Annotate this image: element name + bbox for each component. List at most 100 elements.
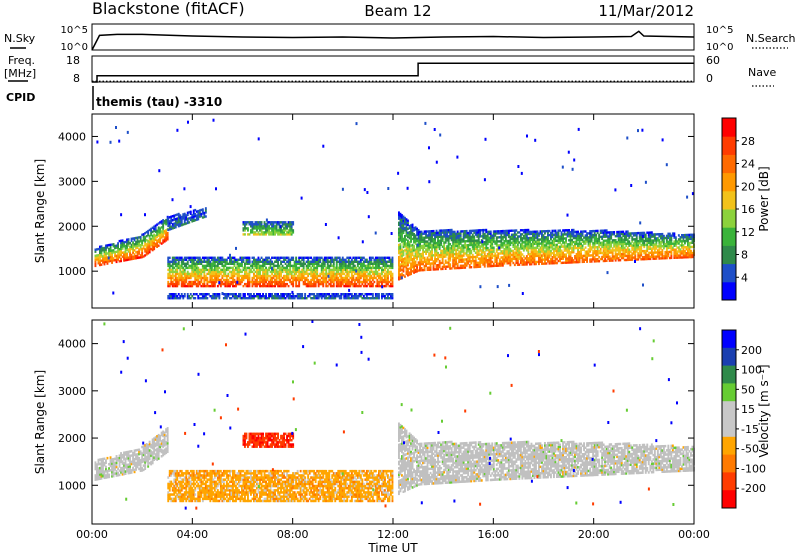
scatter-cell [343,276,346,280]
scatter-cell [239,282,242,286]
scatter-cell [320,266,323,270]
scatter-cell [141,253,144,257]
scatter-cell [96,258,98,261]
scatter-cell [367,293,370,296]
scatter-cell [331,256,334,259]
scatter-cell [334,297,337,300]
scatter-cell [168,256,171,259]
scatter-cell [346,270,349,274]
scatter-cell [301,268,304,272]
scatter-cell [301,276,304,280]
scatter-cell [271,272,273,276]
scatter-cell [271,260,273,263]
scatter-cell [148,242,151,246]
scatter-cell [180,284,183,288]
scatter-cell [365,284,368,288]
scatter-cell [349,297,352,300]
scatter-cell [225,268,228,272]
scatter-cell [346,297,349,300]
scatter-cell [224,270,227,274]
scatter-cell [329,264,332,268]
scatter-cell [399,251,402,254]
scatter-cell [298,282,301,286]
scatter-cell [311,293,314,296]
scatter-cell [387,282,389,286]
scatter-cell [260,284,263,288]
scatter-cell [253,231,255,234]
scatter-cell [332,293,335,296]
scatter-cell [266,276,269,280]
scatter-cell [262,260,264,263]
scatter-cell [346,278,349,282]
scatter-cell [368,264,371,268]
scatter-cell [317,264,320,268]
scatter-cell [263,276,266,280]
scatter-cell [331,295,334,298]
scatter-cell [106,260,109,263]
scatter-cell [247,280,249,284]
scatter-cell [151,246,154,250]
scatter-cell [173,297,176,300]
scatter-cell [232,276,234,280]
scatter-cell [298,258,301,261]
scatter-cell [311,260,314,263]
scatter-cell [338,258,341,261]
scatter-cell [197,276,200,280]
scatter-cell [225,278,228,282]
scatter-cell [370,284,373,288]
scatter-cell [238,264,240,268]
scatter-cell [224,262,227,265]
scatter-cell [153,239,156,243]
scatter-cell [139,254,142,257]
scatter-cell [299,278,302,282]
scatter-cell [232,268,234,272]
scatter-cell [236,295,239,298]
scatter-cell [124,248,127,252]
scatter-cell [210,278,213,282]
scatter-cell [361,282,364,286]
scatter-cell [148,238,151,242]
scatter-cell [257,268,260,272]
scatter-cell [105,248,107,251]
scatter-cell [254,221,257,224]
scatter-cell [163,230,166,233]
scatter-cell [177,218,180,222]
scatter-cell [235,268,237,272]
scatter-cell [262,266,264,270]
scatter-cell [340,272,343,276]
scatter-cell [167,272,170,276]
scatter-cell [215,278,218,282]
scatter-cell [335,262,338,265]
scatter-cell [212,268,215,272]
scatter-cell [168,224,171,227]
scatter-cell [322,262,325,265]
scatter-cell [314,268,317,272]
scatter-cell [177,222,180,226]
scatter-cell [317,274,320,278]
scatter-cell [174,272,177,276]
scatter-cell [219,272,222,276]
scatter-cell [176,258,179,261]
scatter-cell [337,256,340,259]
scatter-cell [225,293,228,296]
scatter-cell [283,280,285,284]
scatter-cell [132,251,134,254]
scatter-cell [275,264,278,268]
scatter-cell [329,258,332,261]
scatter-cell [470,266,473,269]
scatter-cell [191,295,194,298]
freq-tick-bottom: 8 [73,72,80,85]
scatter-cell [390,295,392,298]
scatter-cell [245,260,248,263]
scatter-cell [257,293,260,296]
scatter-cell [277,256,279,259]
scatter-cell [189,264,192,268]
scatter-cell [189,218,192,221]
scatter-cell [176,262,179,265]
scatter-cell [210,266,213,270]
scatter-cell [272,276,275,280]
scatter-cell [390,258,392,261]
scatter-cell [120,245,122,249]
scatter-cell [167,260,170,263]
scatter-cell [177,280,180,284]
